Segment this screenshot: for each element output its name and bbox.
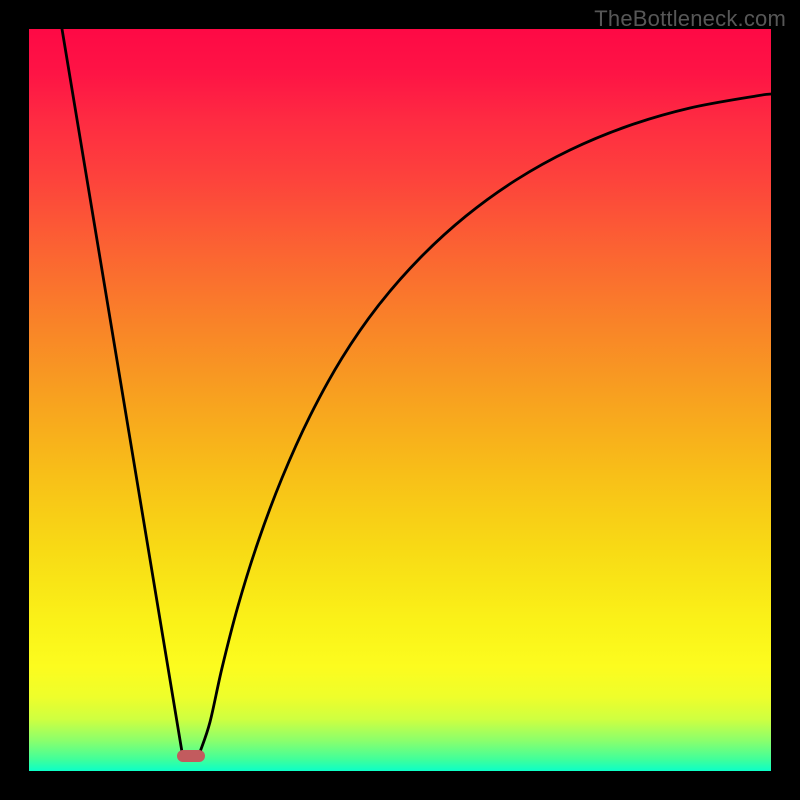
plot-area — [29, 29, 771, 771]
chart-container: TheBottleneck.com — [0, 0, 800, 800]
dip-marker — [177, 750, 205, 762]
attribution-text: TheBottleneck.com — [594, 6, 786, 32]
bottleneck-curve — [29, 29, 771, 771]
